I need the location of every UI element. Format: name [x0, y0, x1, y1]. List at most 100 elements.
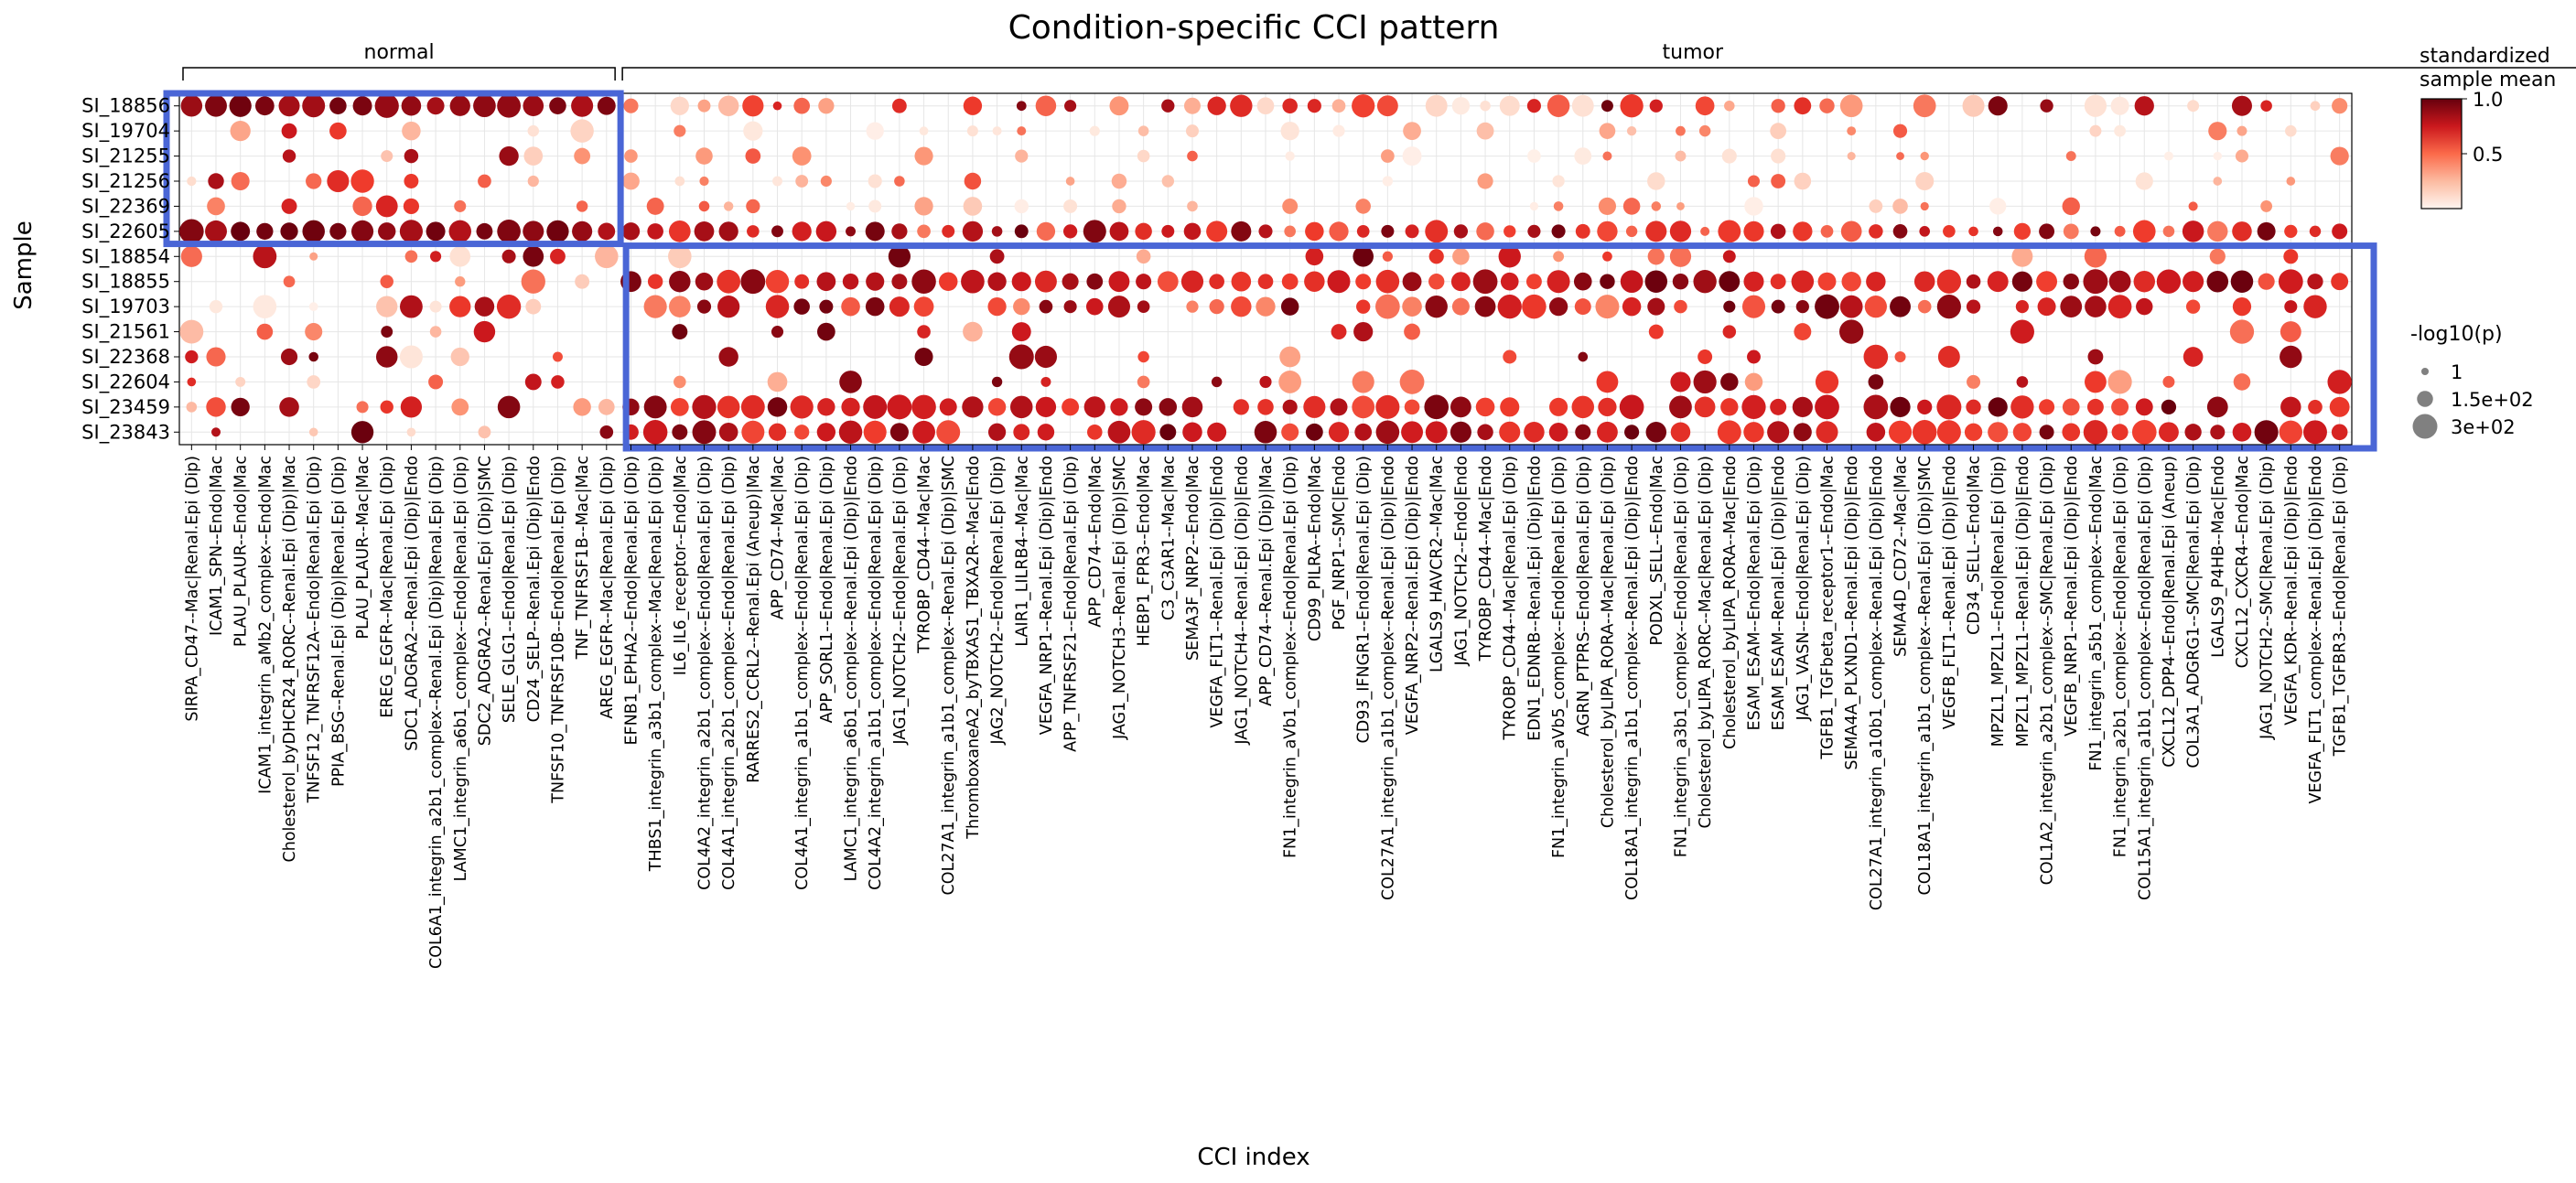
- dot-SI_18855-14: [521, 269, 545, 294]
- dot-SI_23459-46: [1303, 395, 1326, 418]
- dot-SI_22368-82: [2183, 347, 2204, 367]
- dot-SI_18855-52: [1450, 272, 1471, 292]
- x-tick-label-49: COL27A1_integrin_a1b1_complex--Renal.Epi…: [1379, 456, 1397, 900]
- dot-SI_19704-9: [402, 121, 421, 141]
- dot-SI_19703-38: [1107, 296, 1130, 318]
- dot-SI_21256-49: [1382, 176, 1394, 187]
- dot-SI_23843-75: [2012, 423, 2032, 442]
- dot-SI_18856-15: [549, 97, 566, 114]
- dot-SI_22605-6: [329, 222, 347, 240]
- dot-SI_19703-77: [2060, 296, 2083, 318]
- dot-SI_22604-5: [307, 375, 321, 389]
- dot-SI_18856-26: [818, 98, 835, 114]
- dot-SI_19703-25: [793, 298, 810, 315]
- dot-SI_18854-3: [253, 244, 277, 269]
- dot-SI_23459-63: [1720, 398, 1739, 416]
- dot-SI_18855-46: [1304, 271, 1325, 292]
- dot-SI_23843-41: [1182, 422, 1202, 443]
- x-tick-label-67: TGFB1_TGFbeta_receptor1--Endo|Mac: [1819, 456, 1838, 760]
- dot-SI_22605-56: [1551, 224, 1566, 239]
- dot-SI_22604-39: [1137, 375, 1150, 389]
- x-tick-label-24: APP_CD74--Mac|Mac: [770, 456, 788, 619]
- dot-SI_22605-64: [1743, 220, 1764, 242]
- dot-SI_22605-32: [962, 220, 984, 242]
- dot-SI_19703-21: [696, 299, 712, 314]
- dot-SI_22605-16: [572, 220, 593, 242]
- dot-SI_18856-45: [1282, 98, 1298, 113]
- dot-SI_22369-8: [375, 195, 398, 218]
- dot-SI_23843-29: [889, 423, 909, 442]
- dot-SI_21255-4: [282, 149, 296, 163]
- dot-SI_23843-23: [741, 420, 765, 444]
- dot-SI_18856-85: [2260, 100, 2272, 112]
- dot-SI_22368-11: [450, 347, 469, 367]
- dot-SI_21561-3: [256, 323, 274, 340]
- x-tick-label-0: SIRPA_CD47--Mac|Renal.Epi (Dip): [183, 456, 201, 722]
- dot-SI_23843-48: [1354, 423, 1373, 441]
- colorbar-tick-label: 0.5: [2473, 144, 2503, 166]
- dot-SI_21255-58: [1602, 151, 1612, 161]
- dot-SI_22369-59: [1622, 198, 1641, 215]
- x-tick-label-73: CD34_SELL--Endo|Mac: [1966, 456, 1984, 635]
- dot-SI_18854-39: [1136, 249, 1151, 264]
- dot-SI_23843-49: [1375, 420, 1400, 445]
- x-tick-label-70: SEMA4D_CD72--Mac|Mac: [1892, 456, 1911, 657]
- x-tick-label-66: JAG1_VASN--Endo|Renal.Epi (Dip): [1795, 456, 1813, 722]
- dot-SI_19704-30: [919, 126, 929, 135]
- dot-SI_18855-66: [1791, 270, 1815, 293]
- dot-SI_18856-80: [2134, 96, 2154, 116]
- dot-SI_23843-12: [478, 425, 491, 439]
- dot-SI_18856-51: [1425, 94, 1448, 117]
- dot-SI_18856-14: [523, 95, 544, 117]
- dot-SI_23459-22: [717, 395, 740, 419]
- dot-SI_22605-60: [1645, 220, 1667, 242]
- dot-SI_23843-80: [2131, 419, 2157, 445]
- dot-SI_21561-75: [2010, 319, 2034, 344]
- dot-SI_19703-52: [1451, 297, 1470, 316]
- dot-SI_18855-67: [1817, 272, 1837, 291]
- dot-SI_23843-63: [1717, 420, 1741, 445]
- dot-SI_22368-9: [399, 345, 423, 369]
- dot-SI_19704-4: [281, 123, 297, 139]
- dot-SI_22605-41: [1183, 222, 1202, 241]
- dot-SI_23843-39: [1131, 420, 1156, 445]
- dot-SI_22605-33: [991, 226, 1003, 237]
- dot-SI_22605-63: [1718, 220, 1741, 243]
- dot-SI_21256-64: [1747, 175, 1761, 188]
- dot-SI_18856-54: [1499, 95, 1520, 116]
- dot-SI_22604-61: [1670, 371, 1691, 393]
- dot-SI_22368-1: [206, 347, 226, 367]
- x-tick-label-74: MPZL1_MPZL1--Endo|Renal.Epi (Dip): [1989, 456, 2008, 747]
- dot-SI_22604-62: [1693, 370, 1717, 394]
- dot-SI_23843-24: [768, 423, 787, 441]
- dot-SI_23843-88: [2331, 424, 2348, 441]
- y-tick-label-SI_22605: SI_22605: [81, 220, 170, 243]
- dot-SI_22605-55: [1527, 224, 1541, 238]
- dot-SI_21256-28: [868, 174, 882, 188]
- dot-SI_23843-37: [1086, 424, 1103, 440]
- dot-SI_23843-87: [2303, 420, 2327, 445]
- dot-SI_23459-30: [911, 394, 936, 420]
- dot-SI_22605-51: [1425, 220, 1449, 243]
- x-tick-label-46: CD99_PILRA--Endo|Mac: [1306, 456, 1324, 641]
- dot-SI_18855-31: [938, 272, 958, 291]
- dot-SI_21256-71: [1915, 171, 1935, 191]
- dot-SI_22369-60: [1651, 201, 1662, 211]
- x-tick-label-51: LGALS9_HAVCR2--Mac|Mac: [1428, 456, 1447, 672]
- dot-SI_23843-33: [987, 423, 1007, 441]
- dot-SI_23843-19: [642, 420, 668, 445]
- x-tick-label-69: COL27A1_integrin_a10b1_complex--Renal.Ep…: [1868, 456, 1886, 910]
- dot-SI_19703-20: [669, 296, 691, 317]
- x-tick-label-13: SELE_GLG1--Endo|Renal.Epi (Dip): [501, 456, 519, 723]
- dot-SI_22369-4: [281, 198, 297, 214]
- dot-SI_22368-72: [1937, 346, 1960, 368]
- dot-SI_22604-24: [767, 371, 788, 393]
- x-tick-label-23: RARRES2_CCRL2--Renal.Epi (Aneup)|Mac: [745, 456, 763, 783]
- dot-SI_19703-9: [399, 295, 423, 318]
- dot-SI_19703-5: [308, 302, 318, 312]
- dot-SI_22605-48: [1356, 225, 1370, 238]
- dot-SI_21255-14: [523, 146, 544, 166]
- dot-SI_19703-34: [1013, 297, 1030, 316]
- dot-SI_19703-24: [765, 295, 790, 318]
- dot-SI_18855-25: [794, 274, 810, 289]
